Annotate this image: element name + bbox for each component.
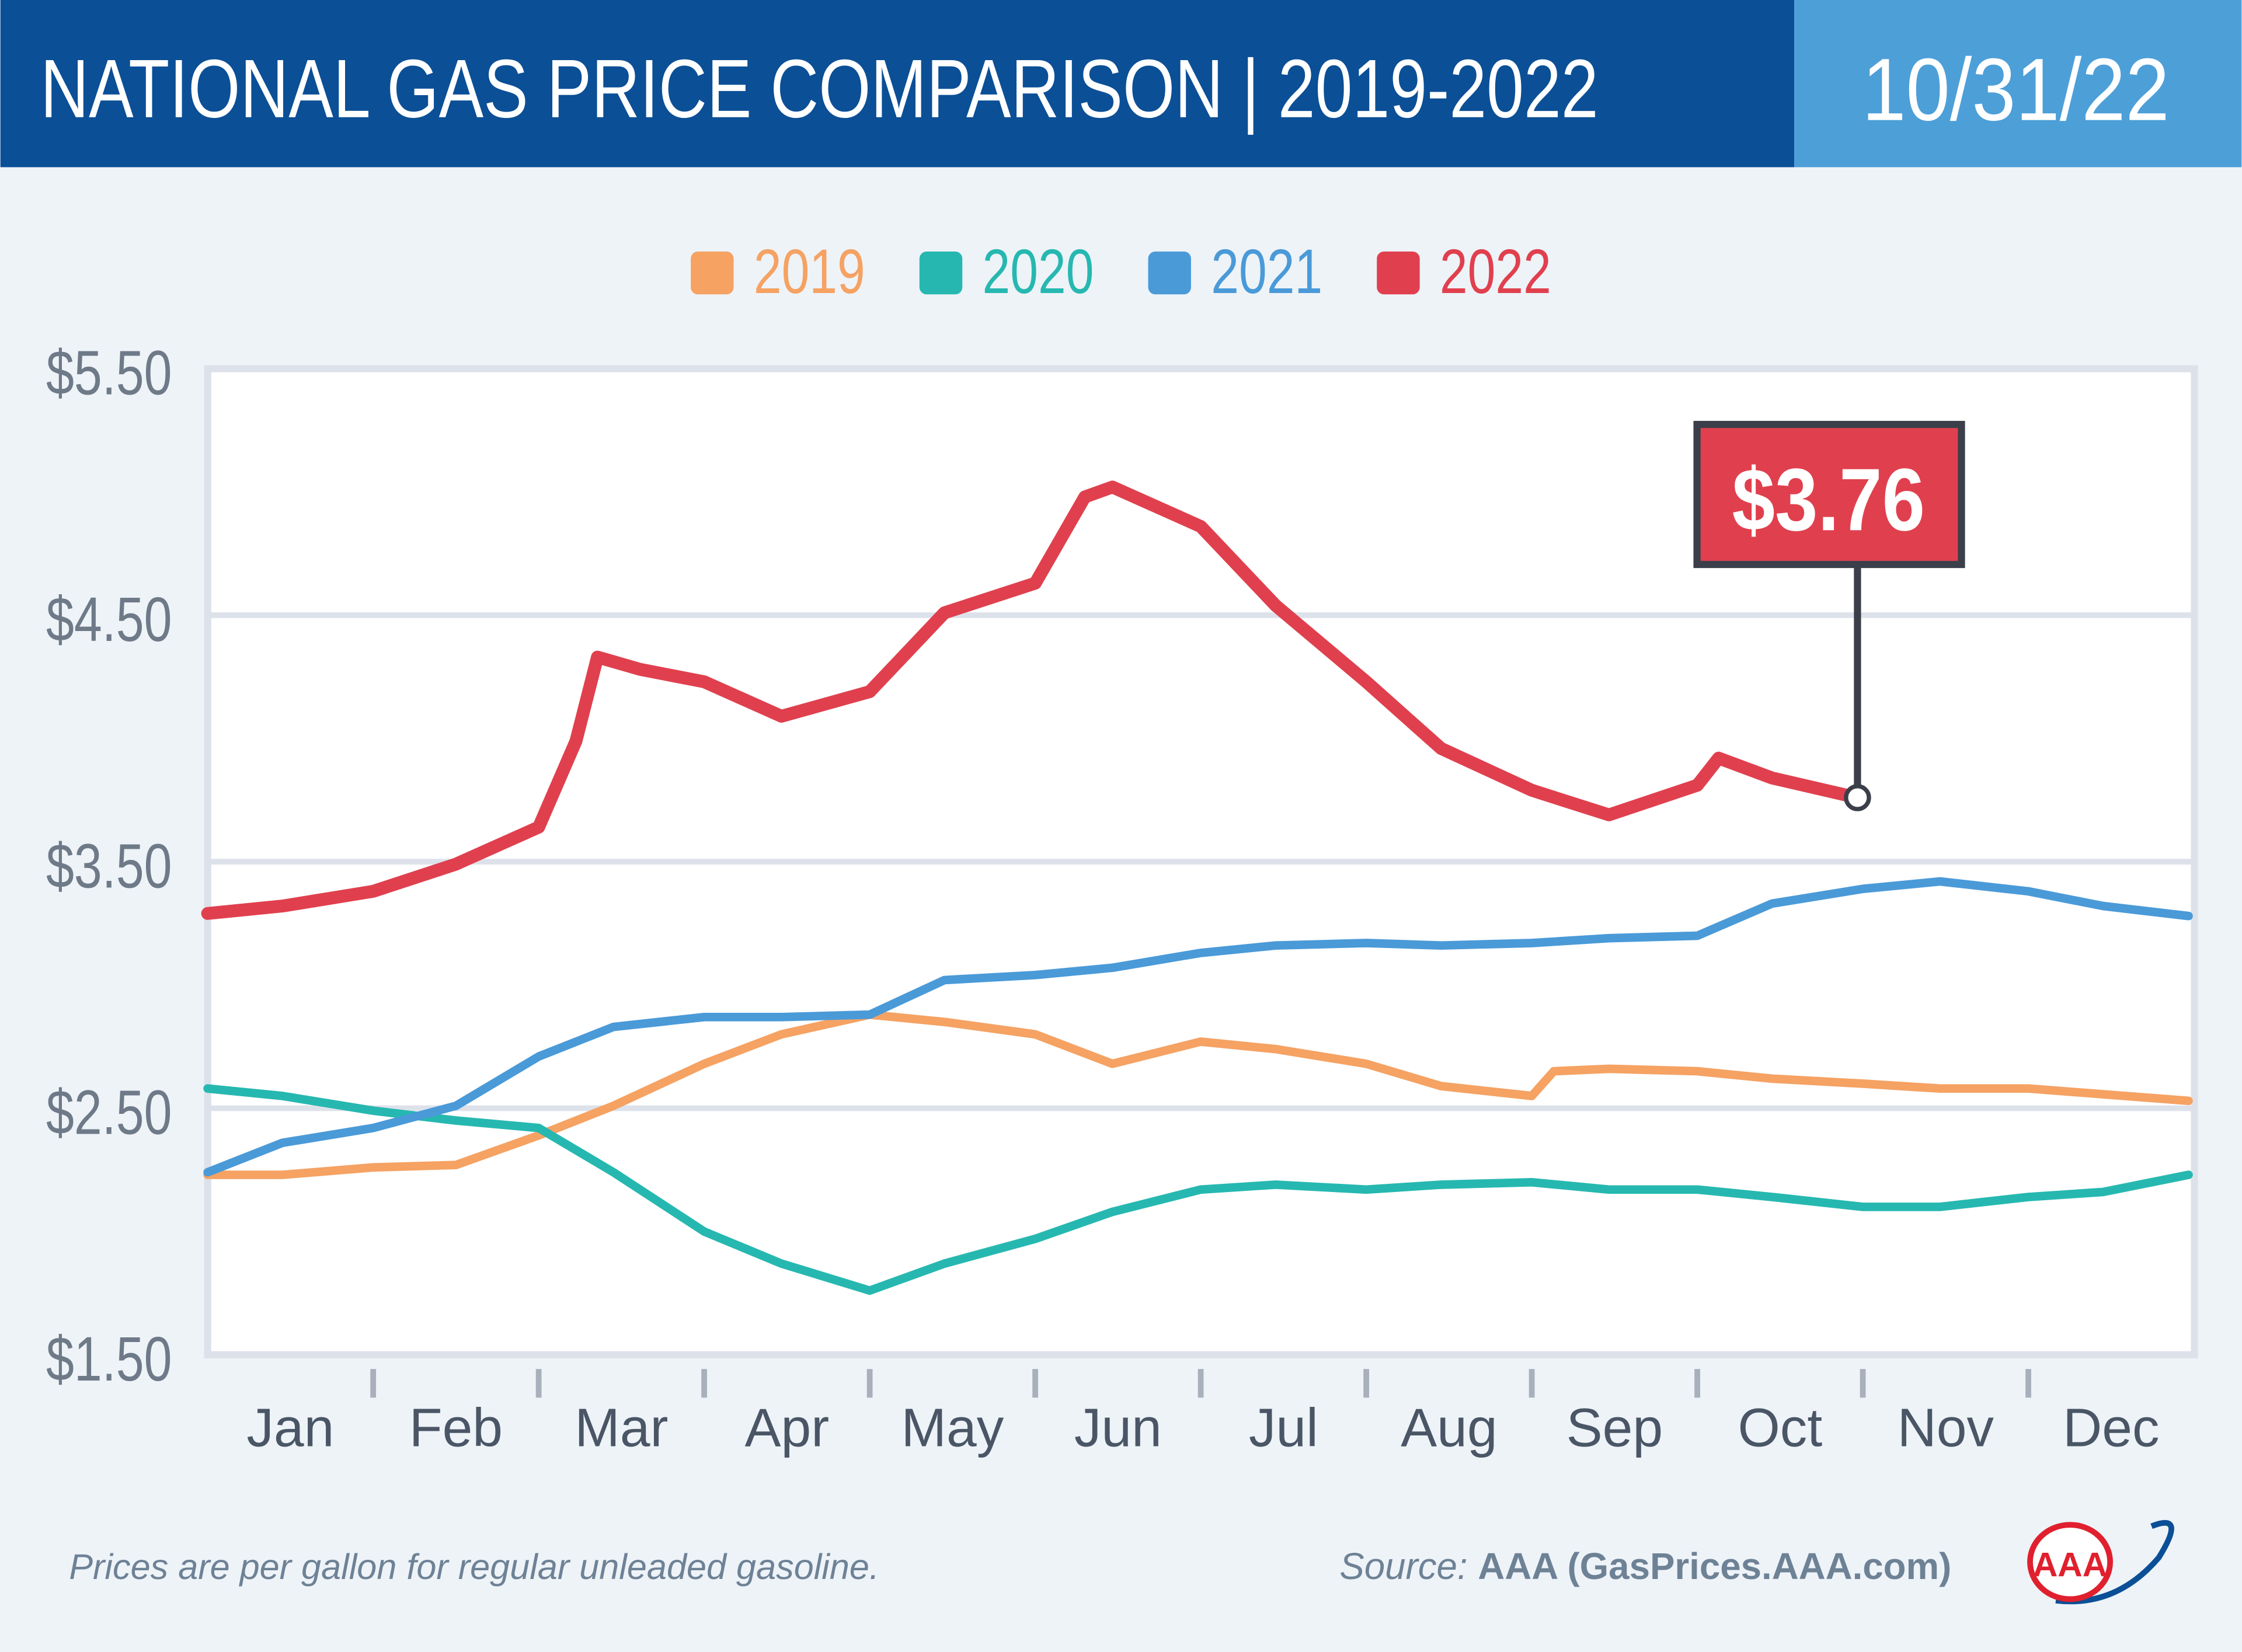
callout-point <box>1844 784 1871 811</box>
x-tick-label: Oct <box>1738 1397 1822 1458</box>
x-tick-label: Jan <box>246 1397 334 1458</box>
legend-swatch-2020 <box>919 251 963 295</box>
legend-swatch-2022 <box>1377 251 1420 295</box>
logo-text: AAA <box>2033 1546 2107 1584</box>
callout-label: $3.76 <box>1732 451 1925 549</box>
series-line-2019 <box>203 1010 2193 1179</box>
legend-label-2022: 2022 <box>1440 236 1551 306</box>
source-text: AAA (GasPrices.AAA.com) <box>1478 1546 1951 1587</box>
x-tick-label: Mar <box>575 1397 668 1458</box>
x-tick-label: Dec <box>2063 1397 2159 1458</box>
y-tick-label: $4.50 <box>46 584 172 654</box>
source-label: Source: <box>1339 1546 1467 1587</box>
x-tick-label: Nov <box>1898 1397 1994 1458</box>
series-line-2020 <box>203 1084 2193 1295</box>
legend-label-2019: 2019 <box>754 236 865 306</box>
x-tick-label: May <box>901 1397 1004 1458</box>
aaa-logo: AAA <box>2027 1519 2174 1605</box>
y-tick-label: $5.50 <box>46 337 172 408</box>
legend-swatch-2021 <box>1148 251 1191 295</box>
x-tick-label: Jul <box>1249 1397 1318 1458</box>
x-tick-label: Aug <box>1401 1397 1498 1458</box>
callout-box <box>1693 420 1965 569</box>
legend: 2019 2020 2021 2022 <box>691 236 1551 306</box>
header-bar <box>0 0 1795 168</box>
x-tick-label: Sep <box>1566 1397 1663 1458</box>
date-box <box>1794 0 2242 168</box>
y-tick-label: $3.50 <box>46 830 172 901</box>
x-tick-label: Apr <box>745 1397 830 1458</box>
legend-label-2020: 2020 <box>983 236 1094 306</box>
y-tick-label: $2.50 <box>46 1077 172 1148</box>
footer-source: Source: AAA (GasPrices.AAA.com) <box>1339 1546 1951 1587</box>
x-tick-label: Jun <box>1074 1397 1162 1458</box>
footer-note: Prices are per gallon for regular unlead… <box>69 1547 879 1587</box>
legend-label-2021: 2021 <box>1211 236 1322 306</box>
chart-date: 10/31/22 <box>1862 41 2169 140</box>
series-line-2021 <box>203 877 2193 1177</box>
y-tick-label: $1.50 <box>46 1323 172 1394</box>
x-tick-label: Feb <box>409 1397 503 1458</box>
chart-title: NATIONAL GAS PRICE COMPARISON | 2019-202… <box>40 43 1598 135</box>
series-line-2022 <box>201 480 1864 920</box>
legend-swatch-2019 <box>691 251 734 295</box>
